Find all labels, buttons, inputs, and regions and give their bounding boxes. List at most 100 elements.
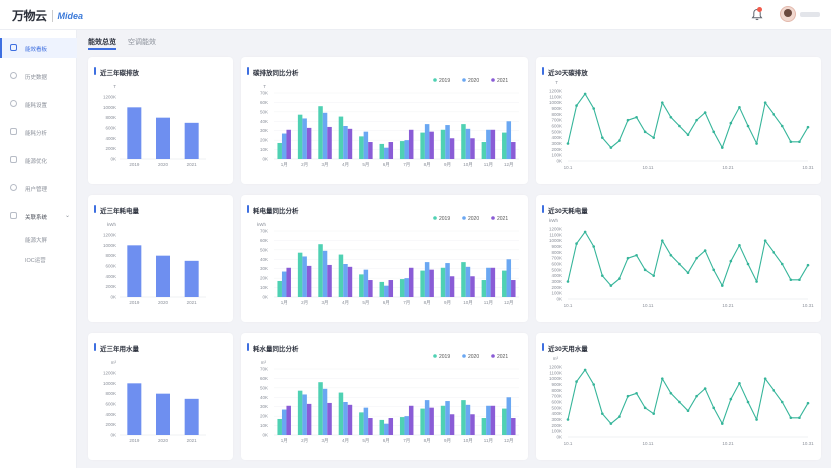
sidebar-item-optimize[interactable]: 能源优化 [0,150,77,170]
y-tick-label: 700K [551,394,562,399]
chevron-down-icon: ⌄ [65,213,71,219]
x-tick-label: 9月 [444,438,451,444]
data-point-13 [678,124,681,128]
bar-2019-2月 [297,390,303,435]
bar-2020-4月 [343,402,348,435]
x-tick-label: 10.1 [564,303,573,308]
bar-2020-4月 [343,264,348,297]
card-carbon-30d: 近30天碳排放 T 0K 100K 200K 300K 400K 500K 600K 700K 8… [536,57,821,184]
data-point-20 [738,106,741,109]
data-point-20 [738,382,741,385]
x-tick-label: 4月 [342,438,349,444]
legend-label: 2021 [497,78,508,84]
tab-ac-efficiency[interactable]: 空调能效 [128,39,156,46]
sidebar-item-label: 历史数据 [25,75,48,81]
sidebar-item-analysis[interactable]: 能耗分析 [0,122,77,142]
y-tick-label: 50K [260,247,268,252]
bar-2021 [184,260,199,297]
bar-2021-4月 [347,404,353,435]
x-tick-label: 10.1 [564,441,573,446]
bar-2020-7月 [404,416,409,435]
bar-2021-10月 [470,276,475,297]
bar-2019-12月 [502,408,507,435]
x-tick-label: 8月 [424,300,431,306]
y-tick-label: 30K [260,404,268,409]
y-tick-label: 60K [260,100,268,105]
username-placeholder[interactable] [800,12,820,17]
x-tick-label: 11月 [484,162,493,168]
bar-2020-9月 [445,401,450,435]
y-tick-label: 100K [551,153,562,158]
data-point-8 [635,253,638,257]
y-tick-label: 1000K [549,238,562,243]
sidebar-item-users[interactable]: 用户管理 [0,178,77,198]
card-carbon-3y: 近三年碳排放 T 0K 200K 400K 600K 800K 1000K 1200K 2019… [88,57,233,184]
bar-2020-6月 [384,423,389,435]
bar-2021-10月 [470,138,475,159]
notification-badge [757,7,762,12]
y-tick-label: 0K [110,433,116,438]
bar-2019-12月 [502,270,507,297]
bar-2019-11月 [481,142,487,159]
y-tick-label: 500K [551,267,562,272]
bar-2021-6月 [388,142,394,159]
sidebar-subitem-ioc[interactable]: IOC运营 [25,258,46,264]
sidebar-item-dashboard[interactable]: 能效看板 [0,38,77,58]
y-tick-label: 0K [556,435,562,440]
bar-2020-3月 [322,112,328,159]
bar-2020-10月 [465,404,471,435]
data-point-0 [566,280,570,283]
x-tick-label: 2月 [301,162,308,168]
x-tick-label: 10.31 [802,441,814,446]
bar-2020-10月 [465,266,471,297]
x-tick-label: 2020 [158,162,169,167]
bar-2020-11月 [486,129,491,159]
data-point-13 [678,400,681,404]
legend-marker-2019 [433,216,437,220]
data-point-4 [600,274,604,277]
sidebar: 能效看板 历史数据 能耗设置 能耗分析 能源优化 用户管理 关联系统 ⌄ 能源大… [0,30,77,468]
brand-logo: Midea [57,10,84,21]
legend-label: 2020 [468,78,479,84]
x-tick-label: 9月 [444,300,451,306]
y-tick-label: 0K [262,295,268,300]
y-tick-label: 200K [105,284,116,289]
avatar[interactable] [780,6,796,22]
data-point-0 [566,142,570,145]
y-tick-label: 300K [551,279,562,284]
bar-2020-1月 [281,409,287,435]
data-point-4 [600,136,604,139]
series-line [567,230,809,287]
y-tick-label: 600K [551,262,562,267]
bar-2020-1月 [281,133,287,159]
bar-2020-7月 [404,278,409,297]
bar-2020 [156,393,170,435]
bar-2020-11月 [486,267,491,297]
chart-power-3y: kWh 0K 200K 400K 600K 800K 1000K 1200K 2019 2020 2… [103,222,206,305]
y-tick-label: 500K [551,129,562,134]
sidebar-item-history[interactable]: 历史数据 [0,66,77,86]
y-tick-label: 1000K [103,243,116,248]
card-title: 近三年用水量 [94,343,139,353]
sidebar-item-settings[interactable]: 能耗设置 [0,94,77,114]
data-point-15 [695,394,698,398]
bar-2019-5月 [359,412,364,435]
x-tick-label: 11月 [484,438,493,444]
data-point-21 [746,124,750,128]
data-point-26 [789,278,793,282]
data-point-11 [660,377,664,380]
legend-marker-2020 [462,216,466,220]
y-tick-label: 0K [110,157,116,162]
bar-2021-1月 [286,129,291,159]
data-point-24 [772,113,776,116]
chart-water-3y: m³ 0K 200K 400K 600K 800K 1000K 1200K 2019 2020 20… [103,360,206,443]
legend-label: 2019 [439,354,450,360]
y-tick-label: 600K [105,264,116,269]
y-tick-label: 400K [105,136,116,141]
bar-2021-4月 [347,266,353,297]
x-tick-label: 10.21 [722,303,734,308]
sidebar-subitem-energy-screen[interactable]: 能源大屏 [25,238,48,244]
sidebar-item-linked-systems[interactable]: 关联系统 ⌄ [0,206,77,226]
tab-overview[interactable]: 能效总览 [88,39,116,46]
x-tick-label: 10.31 [802,165,814,170]
